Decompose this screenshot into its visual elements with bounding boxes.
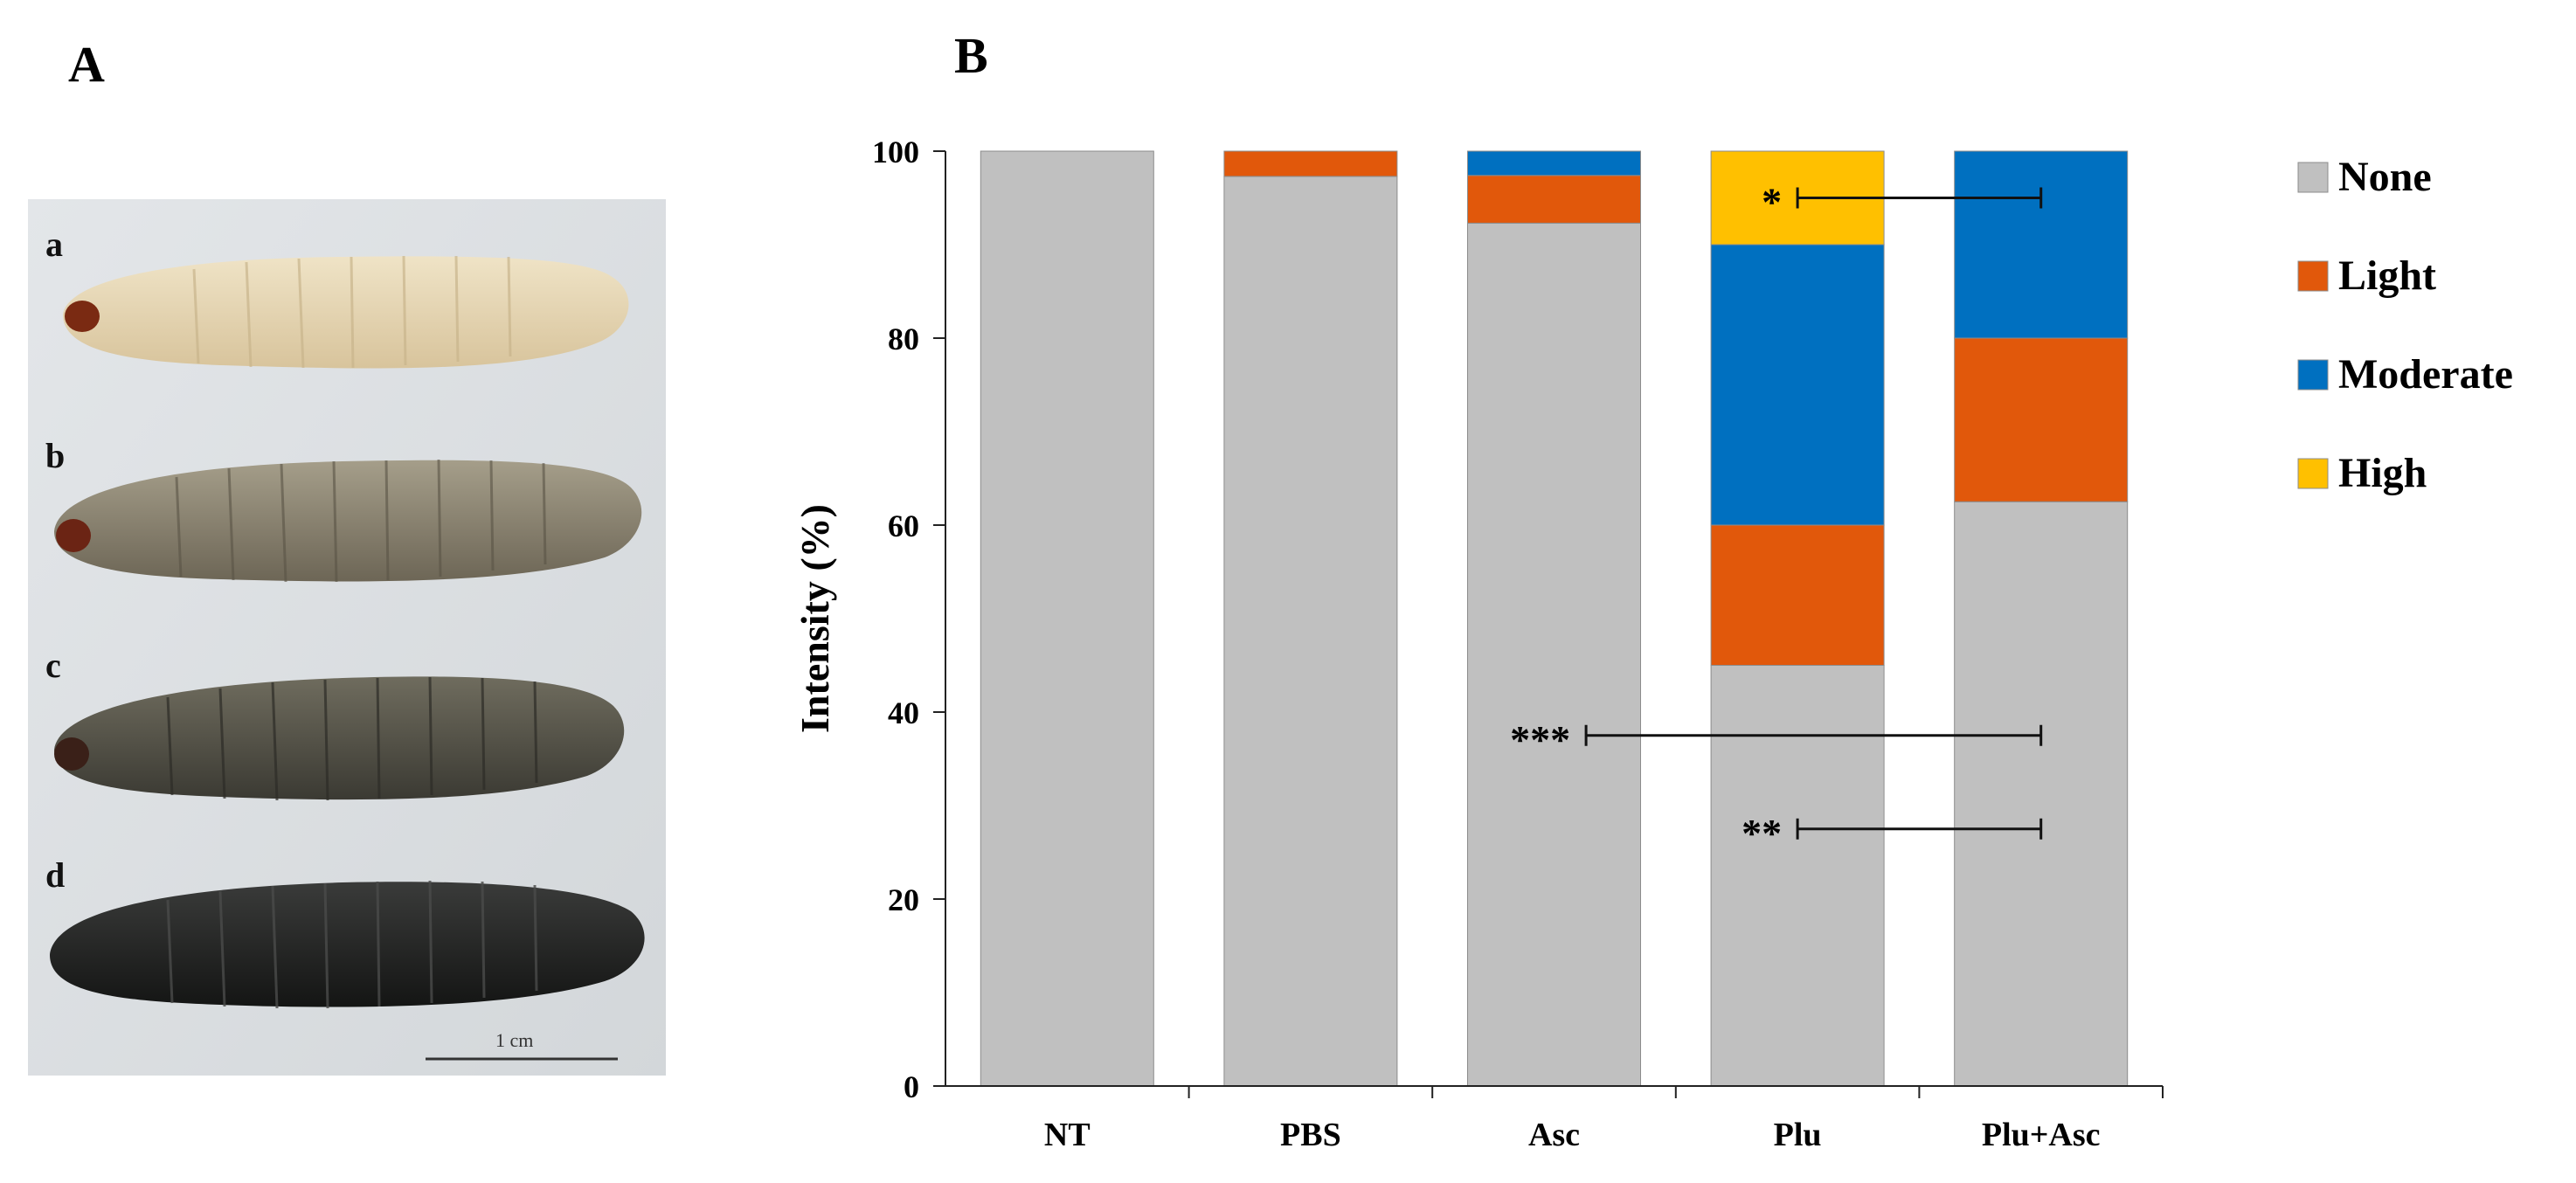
larva-b xyxy=(54,459,642,583)
bar-asc-light xyxy=(1467,175,1641,224)
legend-label-moderate: Moderate xyxy=(2338,351,2513,398)
larva-label-c: c xyxy=(45,646,61,685)
larva-c xyxy=(54,676,625,801)
x-tick-label: Plu xyxy=(1774,1117,1822,1153)
legend-swatch-moderate xyxy=(2297,359,2329,391)
significance-label: *** xyxy=(1510,717,1570,762)
panel-a-label: A xyxy=(68,36,105,93)
y-axis-title: Intensity (%) xyxy=(793,504,837,733)
y-tick-label: 0 xyxy=(904,1069,919,1104)
larva-label-a: a xyxy=(45,225,63,264)
x-tick-label: Plu+Asc xyxy=(1982,1117,2101,1153)
bar-plu-light xyxy=(1710,524,1885,666)
larva-label-b: b xyxy=(45,436,66,475)
bar-pbs-light xyxy=(1223,150,1398,177)
larvae-illustration xyxy=(28,199,666,1076)
legend-label-none: None xyxy=(2338,154,2432,200)
scale-bar-label: 1 cm xyxy=(495,1029,534,1051)
x-tick-label: PBS xyxy=(1280,1117,1341,1153)
legend-label-high: High xyxy=(2338,450,2427,496)
legend-swatch-none xyxy=(2297,162,2329,193)
larva-label-d: d xyxy=(45,855,66,895)
y-tick-label: 20 xyxy=(888,882,919,917)
x-tick-label: Asc xyxy=(1528,1117,1580,1153)
bar-plu-asc-moderate xyxy=(1954,150,2129,339)
y-tick-label: 40 xyxy=(888,695,919,730)
bar-plu-moderate xyxy=(1710,244,1885,526)
significance-label: ** xyxy=(1742,811,1782,855)
larvae-photo: a b c d 1 cm xyxy=(28,199,666,1076)
bar-asc-moderate xyxy=(1467,150,1641,176)
y-tick-label: 100 xyxy=(872,135,919,169)
bar-nt-none xyxy=(980,150,1154,1087)
x-tick-label: NT xyxy=(1044,1117,1091,1153)
larva-a xyxy=(63,255,629,369)
bar-plu-asc-light xyxy=(1954,337,2129,502)
panel-b-label: B xyxy=(954,27,988,84)
y-tick-label: 60 xyxy=(888,508,919,543)
bar-pbs-none xyxy=(1223,176,1398,1087)
bar-asc-none xyxy=(1467,222,1641,1087)
bar-plu-asc-none xyxy=(1954,501,2129,1087)
y-tick-label: 80 xyxy=(888,322,919,356)
significance-label: * xyxy=(1762,180,1782,225)
bar-plu-none xyxy=(1710,665,1885,1087)
legend-swatch-light xyxy=(2297,260,2329,292)
larva-d xyxy=(50,880,645,1009)
legend-label-light: Light xyxy=(2338,253,2436,299)
legend-swatch-high xyxy=(2297,458,2329,489)
